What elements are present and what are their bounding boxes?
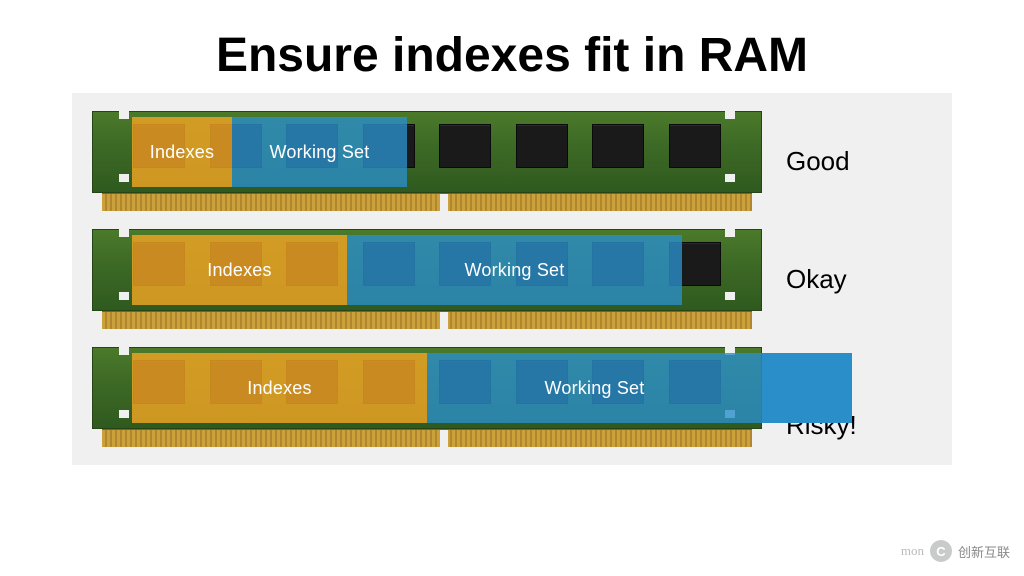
ram-row-okay: IndexesWorking Set Okay	[92, 229, 932, 329]
connector-pins-icon	[102, 429, 752, 447]
indexes-segment: Indexes	[132, 117, 232, 187]
ram-stick: IndexesWorking Set	[92, 347, 762, 447]
working-set-segment: Working Set	[347, 235, 682, 305]
indexes-segment: Indexes	[132, 353, 427, 423]
overflow-segment	[762, 353, 852, 423]
ram-row-risky: IndexesWorking Set Risky!	[92, 347, 932, 447]
watermark: mon C 创新互联	[901, 540, 1010, 562]
ram-chip-icon	[516, 124, 568, 168]
ram-diagram: IndexesWorking Set Good IndexesWorkin	[72, 93, 952, 465]
row-status-label: Good	[786, 146, 850, 177]
indexes-segment: Indexes	[132, 235, 347, 305]
ram-chip-icon	[669, 124, 721, 168]
working-set-segment: Working Set	[232, 117, 407, 187]
connector-pins-icon	[102, 193, 752, 211]
ram-stick: IndexesWorking Set	[92, 229, 762, 329]
watermark-logo-icon: C	[930, 540, 952, 562]
usage-overlay: IndexesWorking Set	[132, 117, 407, 187]
working-set-segment: Working Set	[427, 353, 762, 423]
watermark-text: 创新互联	[958, 542, 1010, 561]
row-status-label: Okay	[786, 264, 847, 295]
connector-pins-icon	[102, 311, 752, 329]
usage-overlay: IndexesWorking Set	[132, 235, 682, 305]
watermark-prefix: mon	[901, 543, 924, 559]
usage-overlay: IndexesWorking Set	[132, 353, 852, 423]
ram-chip-icon	[592, 124, 644, 168]
ram-row-good: IndexesWorking Set Good	[92, 111, 932, 211]
ram-stick: IndexesWorking Set	[92, 111, 762, 211]
slide-title: Ensure indexes fit in RAM	[0, 0, 1024, 93]
ram-chip-icon	[439, 124, 491, 168]
